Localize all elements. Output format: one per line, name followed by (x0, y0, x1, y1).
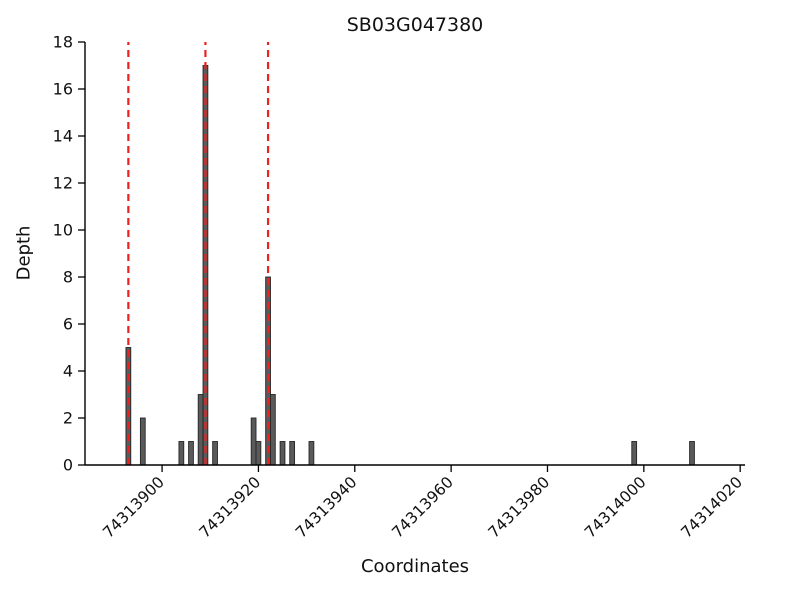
y-tick-label: 16 (53, 80, 73, 99)
depth-bar (689, 441, 695, 466)
depth-bar (178, 441, 185, 466)
x-tick-label: 74313940 (292, 473, 361, 542)
y-tick-label: 4 (63, 362, 73, 381)
y-tick-label: 2 (63, 409, 73, 428)
depth-bar (255, 441, 262, 466)
x-tick-label: 74314020 (677, 473, 746, 542)
depth-bar (212, 441, 218, 466)
x-tick-label: 74313920 (196, 473, 265, 542)
depth-bar (308, 441, 315, 466)
depth-bar (270, 394, 276, 466)
y-tick-label: 0 (63, 456, 73, 475)
chart-title: SB03G047380 (346, 14, 484, 36)
y-tick-label: 6 (63, 315, 73, 334)
x-tick-label: 74314000 (581, 473, 650, 542)
depth-bar (139, 417, 146, 466)
depth-bar (279, 441, 286, 466)
y-tick-label: 8 (63, 268, 73, 287)
depth-bar (197, 394, 204, 466)
y-axis-label: Depth (13, 225, 35, 281)
y-tick-label: 18 (53, 33, 73, 52)
y-tick-label: 12 (53, 174, 73, 193)
x-tick-label: 74313900 (99, 473, 168, 542)
depth-bar (188, 441, 194, 466)
depth-bar (289, 441, 296, 466)
depth-bar (250, 417, 257, 466)
y-tick-label: 10 (53, 221, 73, 240)
y-tick-label: 14 (53, 127, 73, 146)
x-tick-label: 74313980 (485, 473, 554, 542)
x-tick-label: 74313960 (388, 473, 457, 542)
depth-bar (631, 441, 638, 466)
x-axis-label: Coordinates (360, 556, 470, 577)
